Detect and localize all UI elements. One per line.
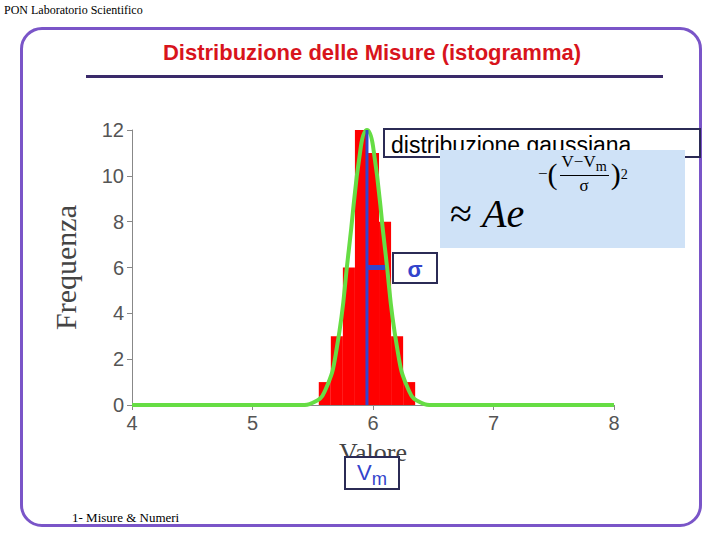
html-text:Vm: Vm (357, 460, 387, 490)
svg-text:Valore: Valore (339, 437, 407, 467)
svg-text:2: 2 (113, 348, 124, 370)
html-text:≈ Ae: ≈ Ae (450, 191, 525, 236)
html-text:σ: σ (579, 176, 589, 196)
svg-text:Frequenza: Frequenza (49, 205, 82, 330)
html-text:)2: )2 (610, 157, 628, 191)
svg-text:8: 8 (113, 211, 124, 233)
svg-text:0: 0 (113, 394, 124, 416)
svg-text:6: 6 (367, 412, 378, 434)
svg-text:8: 8 (608, 412, 619, 434)
html-text:distribuzione gaussiana: distribuzione gaussiana (391, 132, 632, 158)
svg-text:10: 10 (102, 165, 124, 187)
html-text:σ: σ (407, 257, 423, 282)
svg-text:4: 4 (113, 302, 124, 324)
html-text:PON Laboratorio Scientifico: PON Laboratorio Scientifico (4, 3, 143, 17)
svg-text:6: 6 (113, 257, 124, 279)
svg-text:12: 12 (102, 119, 124, 141)
svg-text:7: 7 (488, 412, 499, 434)
svg-text:4: 4 (126, 412, 137, 434)
html-text:1- Misure & Numeri: 1- Misure & Numeri (72, 510, 180, 525)
svg-text:5: 5 (247, 412, 258, 434)
html-text:−(V−Vm: −(V−Vm (538, 152, 607, 191)
html-text:Distribuzione delle Misure (is: Distribuzione delle Misure (istogramma) (163, 40, 581, 65)
